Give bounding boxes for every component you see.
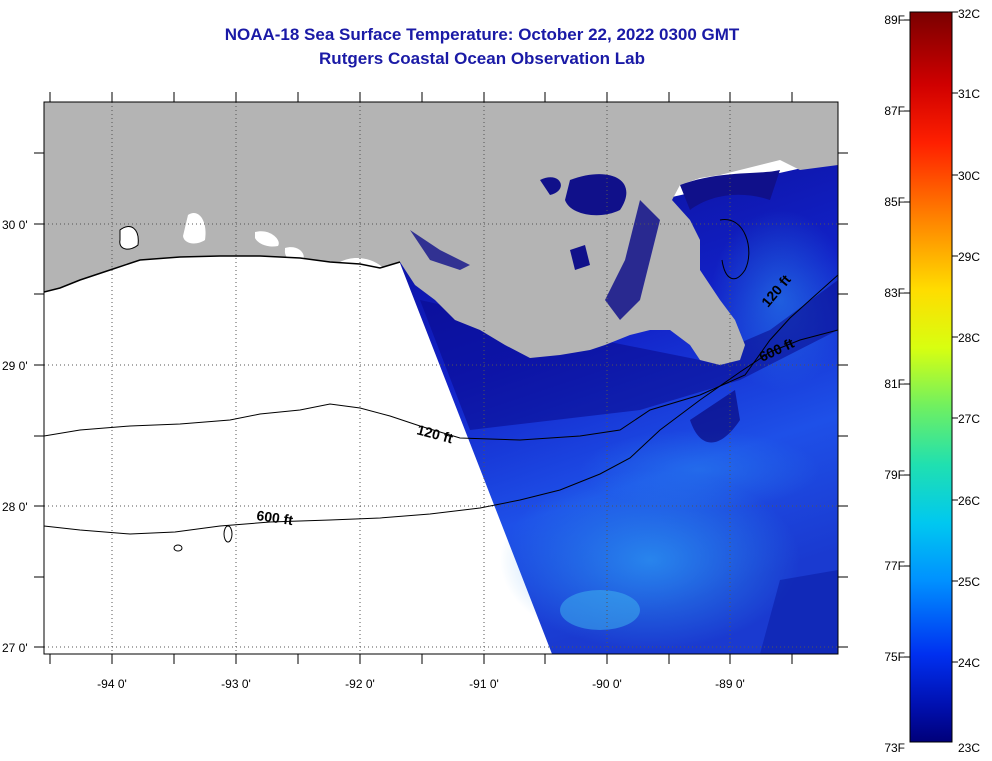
colorbar-c-label: 23C bbox=[958, 741, 980, 755]
contour-island bbox=[223, 525, 233, 543]
colorbar-c-label: 32C bbox=[958, 7, 980, 21]
lake bbox=[183, 212, 206, 244]
coastline bbox=[44, 255, 401, 293]
colorbar-f-label: 87F bbox=[884, 104, 905, 118]
contour-120ft-west bbox=[44, 274, 838, 441]
cool-region bbox=[690, 390, 740, 443]
lat-label: 30 0' bbox=[2, 218, 28, 232]
lon-label: -91 0' bbox=[469, 677, 499, 691]
colorbar-f-label: 83F bbox=[884, 286, 905, 300]
colorbar-f-label: 75F bbox=[884, 650, 905, 664]
lat-label: 27 0' bbox=[2, 641, 28, 655]
warm-region bbox=[560, 590, 640, 630]
warm-region bbox=[580, 430, 820, 510]
colorbar-c-label: 24C bbox=[958, 656, 980, 670]
graticule bbox=[44, 102, 838, 654]
lon-label: -94 0' bbox=[97, 677, 127, 691]
colorbar-c-label: 29C bbox=[958, 250, 980, 264]
lake bbox=[340, 258, 392, 290]
lat-label: 29 0' bbox=[2, 359, 28, 373]
colorbar-f-label: 79F bbox=[884, 468, 905, 482]
sst-colorbar bbox=[909, 11, 953, 743]
bay bbox=[540, 174, 627, 216]
bay bbox=[570, 245, 590, 270]
colorbar-f-label: 85F bbox=[884, 195, 905, 209]
lon-label: -92 0' bbox=[345, 677, 375, 691]
colorbar-c-label: 31C bbox=[958, 87, 980, 101]
lake bbox=[119, 226, 139, 250]
map-ticks bbox=[34, 92, 848, 664]
lon-label: -93 0' bbox=[221, 677, 251, 691]
lake bbox=[255, 231, 279, 247]
contour-600ft-west bbox=[44, 329, 838, 535]
contour-island bbox=[173, 544, 183, 552]
lat-label: 28 0' bbox=[2, 500, 28, 514]
colorbar-c-label: 28C bbox=[958, 331, 980, 345]
map-border bbox=[43, 101, 839, 655]
colorbar-c-label: 26C bbox=[958, 494, 980, 508]
colorbar-f-label: 77F bbox=[884, 559, 905, 573]
colorbar-c-label: 27C bbox=[958, 412, 980, 426]
colorbar-ticks bbox=[904, 11, 958, 663]
colorbar-f-label: 81F bbox=[884, 377, 905, 391]
colorbar-f-label: 73F bbox=[884, 741, 905, 755]
map-title: NOAA-18 Sea Surface Temperature: October… bbox=[224, 25, 740, 44]
colorbar-c-label: 30C bbox=[958, 169, 980, 183]
colorbar-c-label: 25C bbox=[958, 575, 980, 589]
cool-region bbox=[420, 280, 838, 430]
contour-label: 600 ft bbox=[256, 507, 295, 528]
bay bbox=[605, 200, 660, 320]
map-subtitle: Rutgers Coastal Ocean Observation Lab bbox=[319, 49, 645, 68]
lon-label: -89 0' bbox=[715, 677, 745, 691]
contour-120ft-east bbox=[719, 219, 750, 280]
cool-region bbox=[760, 570, 838, 654]
lon-label: -90 0' bbox=[592, 677, 622, 691]
bay bbox=[410, 230, 470, 270]
colorbar-f-label: 89F bbox=[884, 13, 905, 27]
map-area bbox=[44, 102, 838, 654]
